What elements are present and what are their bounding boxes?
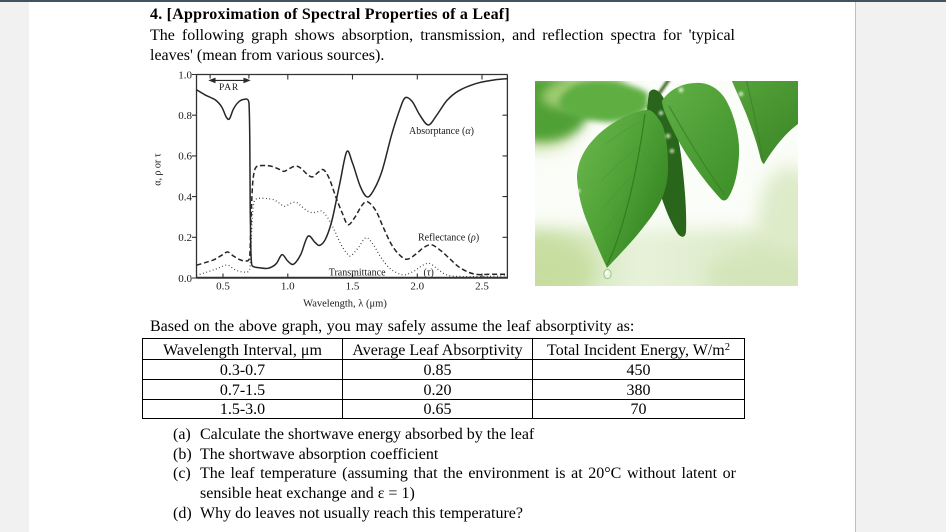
svg-text:α, ρ or τ: α, ρ or τ [153,153,164,186]
svg-text:0.4: 0.4 [178,191,192,203]
svg-text:1.0: 1.0 [281,281,295,293]
svg-text:0.0: 0.0 [178,273,192,285]
svg-text:2.0: 2.0 [410,281,424,293]
svg-text:0.6: 0.6 [178,151,192,163]
svg-text:(τ): (τ) [424,268,434,279]
svg-text:1.0: 1.0 [178,69,192,81]
svg-text:Absorptance (α): Absorptance (α) [409,126,474,137]
svg-text:Transmittance: Transmittance [329,268,386,279]
svg-text:2.5: 2.5 [475,281,489,293]
svg-text:Wavelength, λ (μm): Wavelength, λ (μm) [303,299,387,310]
svg-text:0.5: 0.5 [216,281,230,293]
svg-text:Reflectance (ρ): Reflectance (ρ) [418,233,479,244]
svg-text:0.2: 0.2 [178,232,192,244]
svg-text:PAR: PAR [219,83,239,93]
svg-text:1.5: 1.5 [346,281,360,293]
svg-text:0.8: 0.8 [178,110,192,122]
